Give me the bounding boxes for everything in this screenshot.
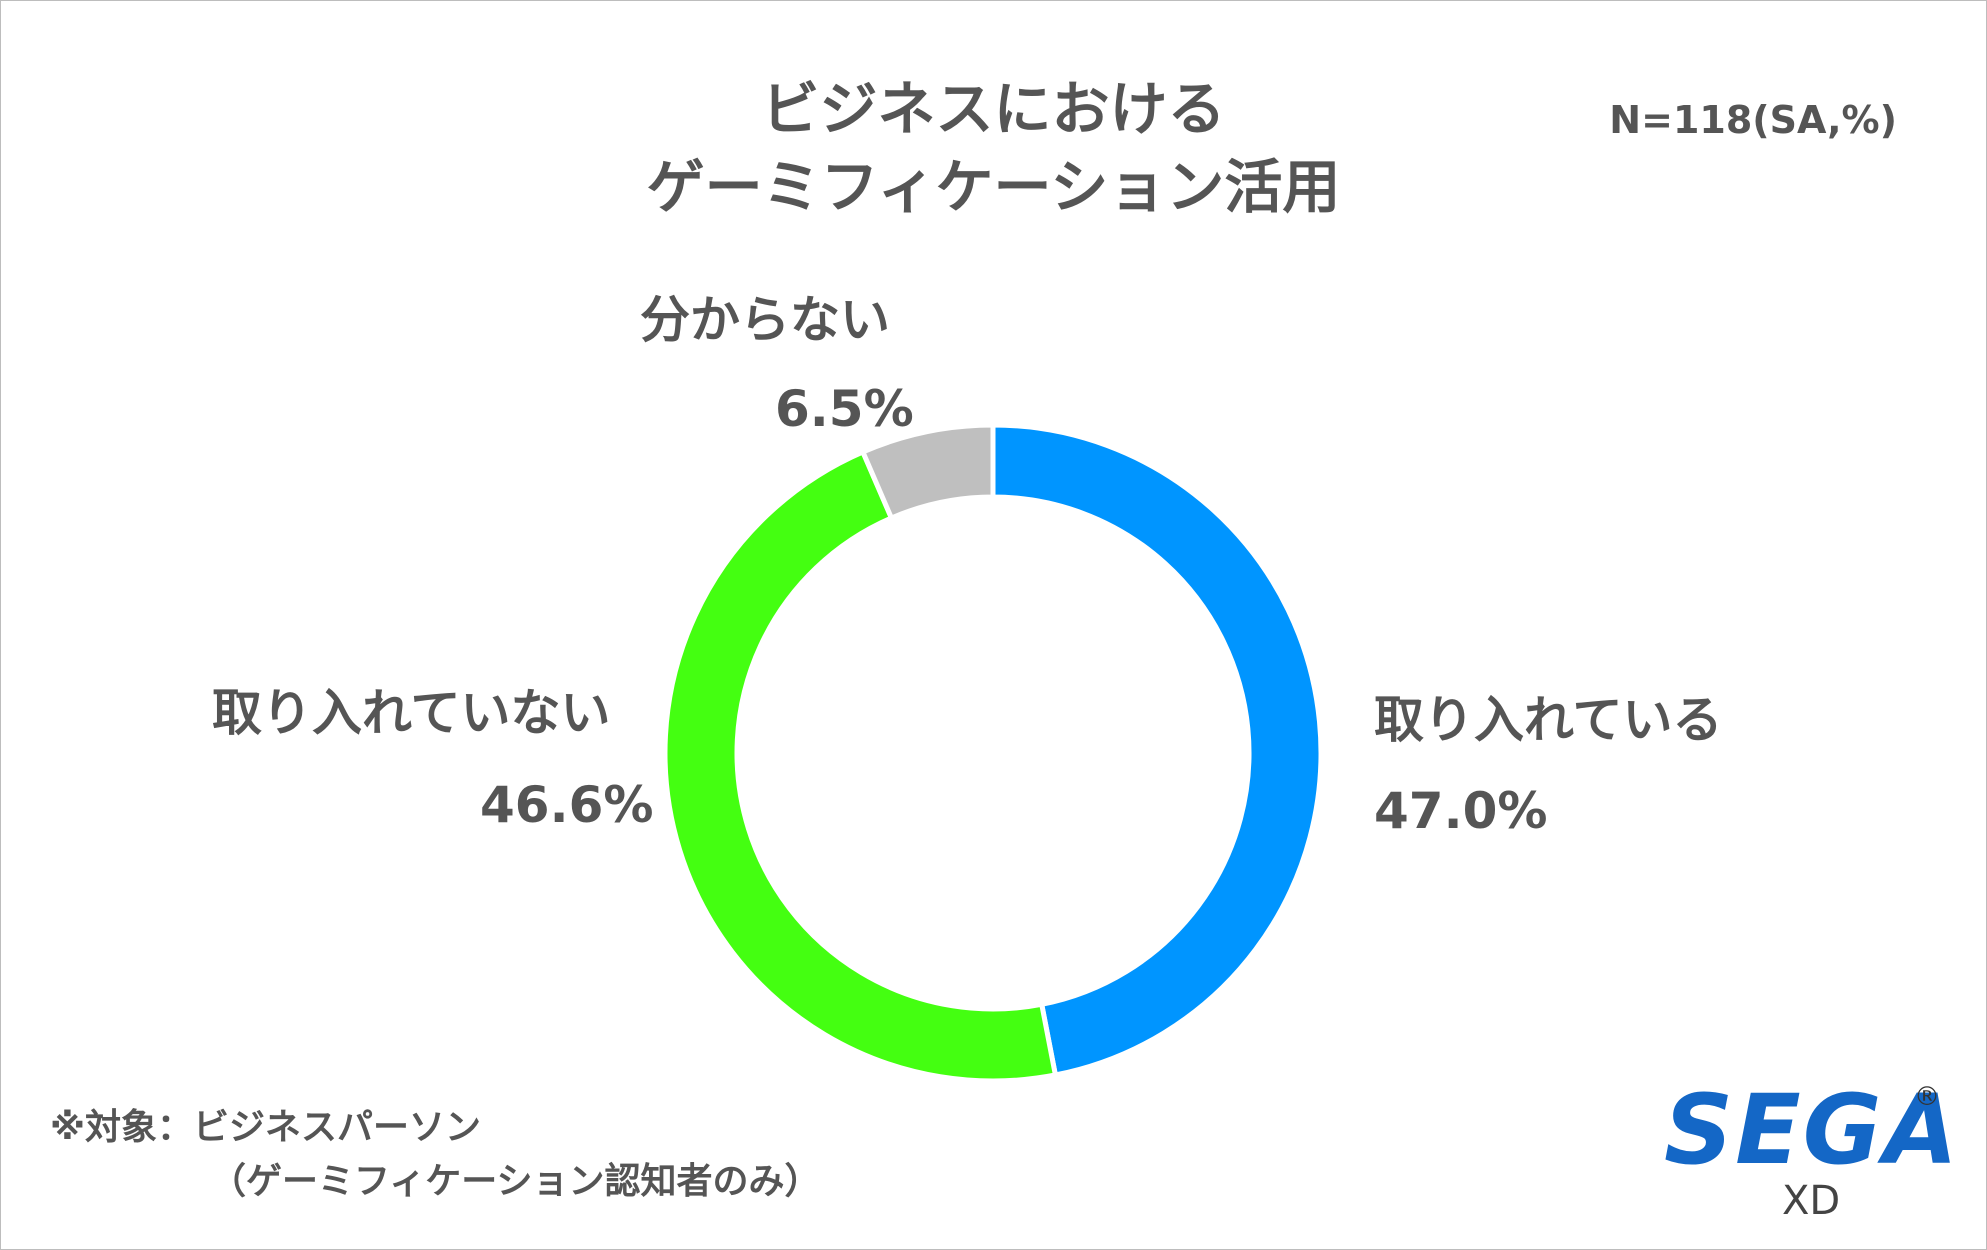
sample-note: N=118(SA,%) xyxy=(1609,98,1897,142)
logo-sub: XD xyxy=(1782,1178,1841,1224)
donut-slice-adopted xyxy=(990,422,1324,1078)
donut-slice-unknown xyxy=(859,422,996,522)
sega-xd-logo: SEGA ® XD xyxy=(1664,1082,1958,1224)
slice-label-unknown: 分からない xyxy=(640,291,890,349)
logo-brand: SEGA xyxy=(1664,1074,1960,1186)
donut-slice-not-adopted xyxy=(662,448,1059,1084)
chart-title-line1: ビジネスにおける xyxy=(761,75,1226,143)
logo-registered: ® xyxy=(1914,1082,1940,1112)
slice-label-adopted: 取り入れている xyxy=(1374,691,1723,749)
slice-value-adopted: 47.0% xyxy=(1374,782,1548,840)
slice-value-not-adopted: 46.6% xyxy=(480,776,654,834)
footnote-line2: （ゲーミフィケーション認知者のみ） xyxy=(210,1161,821,1202)
slice-label-not-adopted: 取り入れていない xyxy=(212,684,611,742)
chart-title-line2: ゲーミフィケーション活用 xyxy=(646,153,1341,221)
slice-value-unknown: 6.5% xyxy=(775,380,914,438)
footnote-line1: ※対象：ビジネスパーソン xyxy=(50,1107,481,1148)
